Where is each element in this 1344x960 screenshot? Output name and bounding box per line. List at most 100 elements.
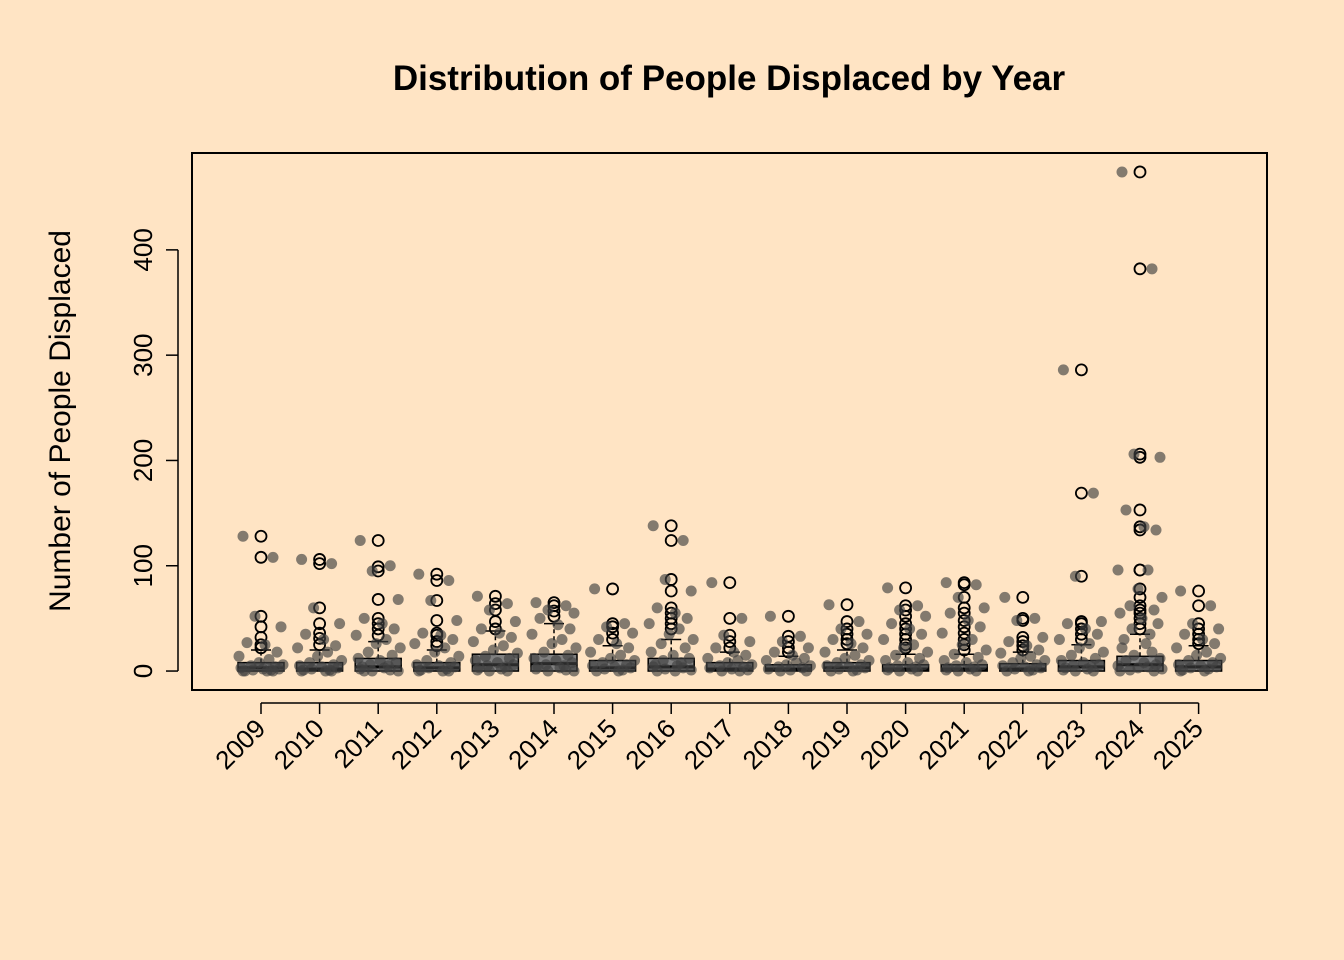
data-point [669,665,681,677]
data-point [894,665,906,677]
data-point [835,623,847,635]
data-point [546,638,558,650]
data-point [451,615,463,627]
data-point [388,623,400,635]
data-point [1116,642,1128,654]
data-point [306,663,318,675]
data-point [439,642,451,654]
y-tick-label: 300 [128,333,158,376]
data-point [1209,638,1221,650]
data-point [570,642,582,654]
data-point [528,652,540,664]
data-point [1191,649,1203,661]
outlier-point [1192,584,1205,598]
data-point [1120,655,1132,667]
data-point [560,664,572,676]
data-point [479,650,491,662]
data-point [849,649,861,661]
y-tick-label: 400 [128,228,158,271]
outlier-point [723,612,737,625]
data-point [483,604,495,616]
data-point [471,664,483,676]
data-point [509,616,521,628]
data-point [358,612,370,624]
data-point [794,630,806,642]
data-point [1037,631,1049,643]
data-point [1150,524,1162,536]
data-point [716,665,728,677]
data-point [827,633,839,645]
data-point [1114,607,1126,619]
data-point [296,665,308,677]
data-point [1053,633,1065,645]
data-point [263,653,275,665]
data-point [487,644,499,656]
data-point [271,646,283,658]
data-point [392,665,404,677]
data-point [322,646,334,658]
data-point [292,642,304,654]
data-point [1057,364,1069,376]
data-point [643,618,655,630]
data-point [501,665,513,677]
data-point [825,665,837,677]
outlier-point [957,601,971,615]
data-point [904,623,916,635]
data-point [962,615,974,627]
data-point [706,577,718,589]
outlier-point [254,550,268,564]
data-point [447,633,459,645]
data-point [443,574,455,586]
data-point [651,665,663,677]
data-point [467,636,479,648]
data-point [1087,487,1099,499]
data-point [1128,448,1140,460]
data-point [312,650,324,662]
data-point [974,621,986,633]
y-tick-label: 0 [128,664,158,678]
data-point [952,665,964,677]
data-point [1148,665,1160,677]
data-point [940,664,952,676]
data-point [376,618,388,630]
data-point [542,665,554,677]
data-point [1095,616,1107,628]
data-point [384,560,396,572]
data-point [687,633,699,645]
outlier-point [782,609,795,623]
data-point [970,665,982,677]
data-point [1091,628,1103,640]
outlier-point [1075,486,1088,500]
data-point [627,627,639,639]
outlier-point [488,615,502,628]
data-point [894,604,906,616]
data-point [1138,521,1150,533]
data-point [350,629,362,641]
data-point [651,602,663,614]
data-point [1156,591,1168,603]
outlier-point [430,567,444,581]
data-point [591,665,603,677]
outlier-point [957,578,971,592]
data-point [501,598,513,610]
data-point [1057,664,1069,676]
data-point [744,636,756,648]
data-point [530,597,542,609]
data-point [776,636,788,648]
data-point [1033,644,1045,656]
data-point [370,638,382,650]
data-point [1124,664,1136,676]
data-point [685,664,697,676]
data-point [326,558,338,570]
data-point [483,665,495,677]
outlier-point [1016,590,1030,604]
data-point [471,590,483,602]
outlier-point [1192,599,1205,613]
data-point [1001,665,1013,677]
data-point [995,647,1007,659]
data-point [667,649,679,661]
data-point [655,638,667,650]
data-point [1199,665,1211,677]
data-point [1205,600,1217,612]
